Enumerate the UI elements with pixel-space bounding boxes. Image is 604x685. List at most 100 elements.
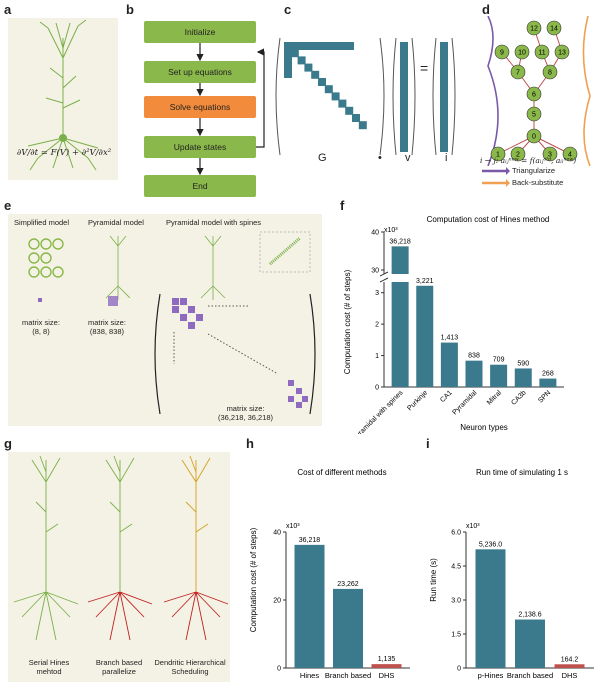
- tree-node-14: 14: [546, 20, 562, 36]
- chart-h-category-label: Hines: [300, 671, 319, 680]
- neuron-apical: [105, 455, 135, 533]
- vector-i-left-bracket: [432, 37, 437, 156]
- matrix-caption-simplified: matrix size: (8, 8): [22, 318, 60, 336]
- tree-node-label: 6: [532, 92, 536, 99]
- spine-dendrite-icon: [269, 236, 301, 266]
- chart-h-ytick-label: 0: [277, 666, 281, 673]
- tree-node-label: 1: [496, 152, 500, 159]
- chart-f-category-label: Mitral: [486, 389, 503, 406]
- flow-step-update-states: Update states: [144, 136, 256, 158]
- runtime-chart: Run time of simulating 1 s Run time (s) …: [429, 468, 594, 680]
- spines-zoom-box: [259, 231, 311, 273]
- matrix-diagonal-cell: [358, 121, 367, 130]
- tree-node-label: 0: [532, 134, 536, 141]
- matrix-label-dot: •: [378, 152, 382, 164]
- dhs-neuron: [163, 455, 229, 641]
- simplified-compartment-icon: [28, 266, 40, 278]
- matrix-diagonal-cell: [331, 92, 340, 101]
- tree-update-equation: i → j: aᵢⱼⁿᵉʷ = f(aᵢⱼᵒˡᵈ, aᵢᵢⁿᵉʷ): [480, 156, 577, 165]
- chart-f-value-label: 36,218: [389, 238, 411, 245]
- hines-cost-chart: Computation cost of Hines method Computa…: [343, 215, 564, 434]
- tree-node-circle: [526, 20, 542, 36]
- tree-node-3: 3: [542, 146, 558, 162]
- tree-node-label: 14: [550, 26, 558, 33]
- chart-i-value-label: 2,138.6: [518, 612, 541, 619]
- tree-node-label: 3: [548, 152, 552, 159]
- spines-matrix-block: [188, 322, 195, 329]
- chart-f-multiplier: x10³: [384, 227, 398, 234]
- caption-branch-based: Branch based parallelize: [95, 658, 143, 676]
- spines-matrix-block: [180, 314, 187, 321]
- tree-node-circle: [546, 20, 562, 36]
- neuron-apical: [31, 455, 61, 533]
- chart-h-bar: [333, 588, 363, 668]
- chart-f-ytick-label: 2: [375, 322, 379, 329]
- vector-i: [440, 42, 448, 152]
- tree-node-label: 10: [518, 50, 526, 57]
- tree-node-circle: [514, 44, 530, 60]
- chart-i-ylabel: Run time (s): [429, 558, 438, 602]
- neuron-branches: [200, 235, 226, 300]
- chart-h-value-label: 23,262: [337, 581, 359, 588]
- chart-f-title: Computation cost of Hines method: [427, 215, 550, 224]
- matrix-diagonal-cell: [290, 49, 299, 58]
- flowchart-arrows: [196, 43, 265, 176]
- tree-node-circle: [542, 146, 558, 162]
- chart-f-bar: [440, 342, 458, 387]
- chart-f-bar: [465, 360, 483, 387]
- panel-label-g: g: [4, 436, 12, 451]
- chart-i-title: Run time of simulating 1 s: [476, 468, 568, 477]
- chart-h-ytick-label: 40: [273, 530, 281, 537]
- spines-matrix-block: [288, 396, 294, 402]
- tree-node-13: 13: [554, 44, 570, 60]
- tree-node-label: 11: [538, 50, 545, 57]
- tree-node-1: 1: [490, 146, 506, 162]
- vector-v: [400, 42, 408, 152]
- panel-g-background: [8, 452, 230, 682]
- panel-label-a: a: [4, 2, 12, 17]
- tree-node-4: 4: [562, 146, 578, 162]
- panel-label-e: e: [4, 198, 12, 213]
- flow-step-end: End: [144, 175, 256, 197]
- caption-serial-hines: Serial Hines mehtod: [28, 658, 70, 676]
- chart-f-bar: [490, 364, 508, 387]
- simplified-compartment-icon: [40, 266, 52, 278]
- matrix-g-left-bracket: [275, 37, 281, 156]
- panel-a-background: ∂V/∂t = F(V) + ∂²V/∂x²: [8, 18, 118, 180]
- tree-node-10: 10: [514, 44, 530, 60]
- matrix-diagonal-cell: [311, 70, 320, 79]
- caption-dhs: Dendritic Hierarchical Scheduling: [154, 658, 226, 676]
- chart-f-ytick-label: 0: [375, 385, 379, 392]
- tree-node-circle: [534, 44, 550, 60]
- pyramidal-matrix-icon: [108, 296, 118, 306]
- panel-e-background: [8, 214, 322, 426]
- chart-i-multiplier: x10³: [466, 523, 480, 530]
- simplified-compartment-icon: [28, 252, 40, 264]
- chart-i-ytick-label: 4.5: [451, 564, 461, 571]
- matrix-diagonal-cell: [338, 99, 347, 108]
- model-title-pyramidal-spines: Pyramidal model with spines: [166, 218, 262, 227]
- tree-node-12: 12: [526, 20, 542, 36]
- vector-i-right-bracket: [451, 37, 456, 156]
- chart-f-value-label: 590: [517, 360, 529, 367]
- legend-back-substitute: Back-substitute: [512, 178, 564, 187]
- chart-f-bar: [416, 285, 434, 387]
- spines-matrix-block: [172, 298, 179, 305]
- neuron-basal: [163, 591, 229, 641]
- tree-node-8: 8: [542, 64, 558, 80]
- spines-matrix-right-bracket: [309, 293, 316, 415]
- spines-matrix-left-bracket: [154, 293, 161, 415]
- chart-h-bar: [371, 664, 402, 668]
- panel-label-f: f: [340, 198, 345, 213]
- matrix-label-v: v: [405, 152, 411, 164]
- panel-label-h: h: [246, 436, 254, 451]
- chart-f-ylabel: Computation cost (# of steps): [343, 269, 352, 374]
- matrix-label-i: i: [445, 152, 448, 164]
- chart-i-ytick-label: 0: [457, 666, 461, 673]
- chart-f-value-label: 3,221: [416, 278, 434, 285]
- simplified-matrix-icon: [38, 298, 42, 302]
- tree-node-circle: [494, 44, 510, 60]
- chart-h-value-label: 1,135: [378, 656, 396, 663]
- matrix-equals-sign: =: [420, 60, 429, 76]
- neuron-apical: [181, 455, 211, 533]
